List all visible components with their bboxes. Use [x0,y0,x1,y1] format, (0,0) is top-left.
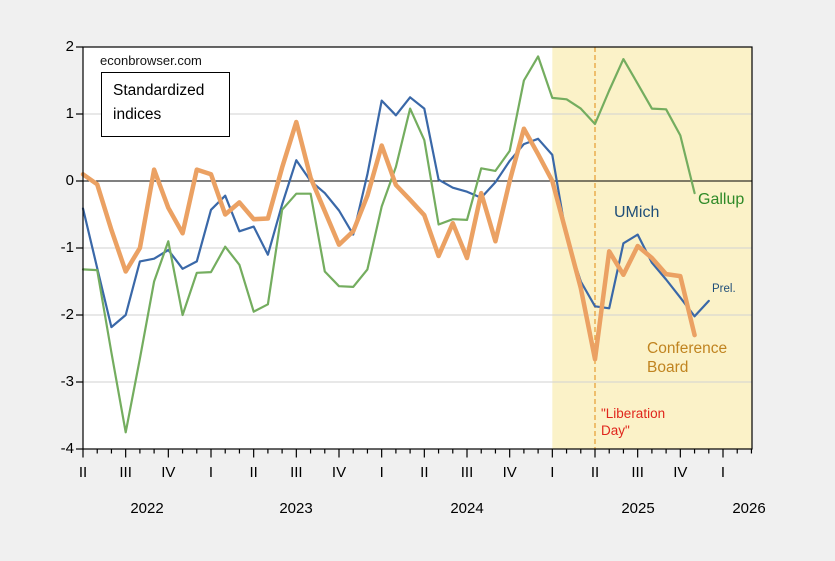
y-tick-label: -1 [60,239,74,256]
y-tick-label: -2 [60,306,74,323]
y-tick-label: 2 [65,38,74,55]
x-quarter-label: I [379,464,384,481]
liberation-line-1: "Liberation [601,406,666,421]
liberation-day-annotation: "Liberation Day" [601,405,665,439]
x-quarter-label: III [119,464,132,481]
x-quarter-label: III [460,464,474,481]
standardized-indices-box: Standardized indices [101,72,230,137]
liberation-line-2: Day" [601,423,630,438]
x-quarter-label: II [78,464,88,481]
x-quarter-label: IV [161,464,176,481]
conference-board-line [80,119,697,362]
x-year-label: 2024 [450,500,484,517]
gallup-line [81,55,696,434]
x-quarter-label: II [249,464,258,481]
gallup-series-label: Gallup [698,191,745,208]
x-quarter-label: IV [673,464,688,481]
preliminary-note: Prel. [712,283,736,295]
cb-label-line-1: Conference [647,340,728,357]
site-credit: econbrowser.com [100,53,202,68]
x-quarter-label: III [631,464,644,481]
y-tick-label: 0 [65,172,74,189]
conference-board-series-label: Conference Board [647,339,727,377]
annotation-line-1: Standardized [113,82,205,99]
x-year-label: 2022 [130,500,164,517]
y-tick-label: -4 [60,440,74,457]
x-year-label: 2026 [732,500,766,517]
y-tick-label: 1 [65,105,74,122]
umich-series-label: UMich [614,204,660,221]
x-quarter-label: II [590,464,600,481]
annotation-line-2: indices [113,106,162,123]
y-tick-label: -3 [60,373,74,390]
x-quarter-label: IV [331,464,347,481]
x-quarter-label: I [720,464,726,481]
x-quarter-label: III [290,464,303,481]
umich-line [81,96,710,329]
x-quarter-label: I [550,464,555,481]
x-year-label: 2025 [621,500,655,517]
x-quarter-label: II [420,464,429,481]
x-year-label: 2023 [279,500,313,517]
x-quarter-label: IV [502,464,517,481]
x-quarter-label: I [208,464,214,481]
cb-label-line-2: Board [647,359,689,376]
